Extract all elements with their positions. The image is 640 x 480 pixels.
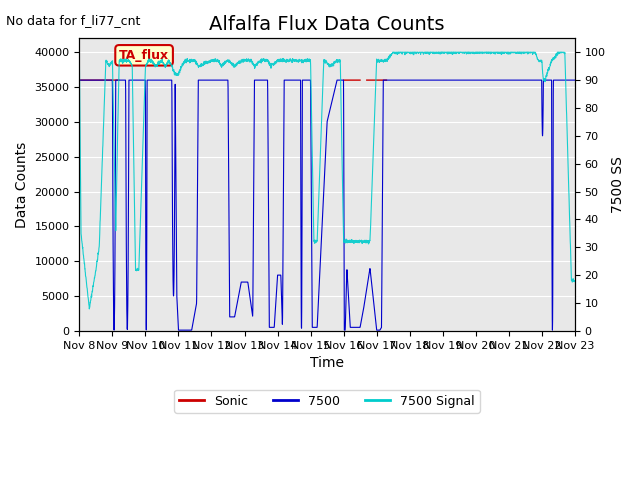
Text: TA_flux: TA_flux: [119, 49, 169, 62]
Title: Alfalfa Flux Data Counts: Alfalfa Flux Data Counts: [209, 15, 445, 34]
X-axis label: Time: Time: [310, 356, 344, 370]
Y-axis label: Data Counts: Data Counts: [15, 142, 29, 228]
Text: No data for f_li77_cnt: No data for f_li77_cnt: [6, 14, 141, 27]
Y-axis label: 7500 SS: 7500 SS: [611, 156, 625, 213]
Legend: Sonic, 7500, 7500 Signal: Sonic, 7500, 7500 Signal: [174, 390, 480, 413]
